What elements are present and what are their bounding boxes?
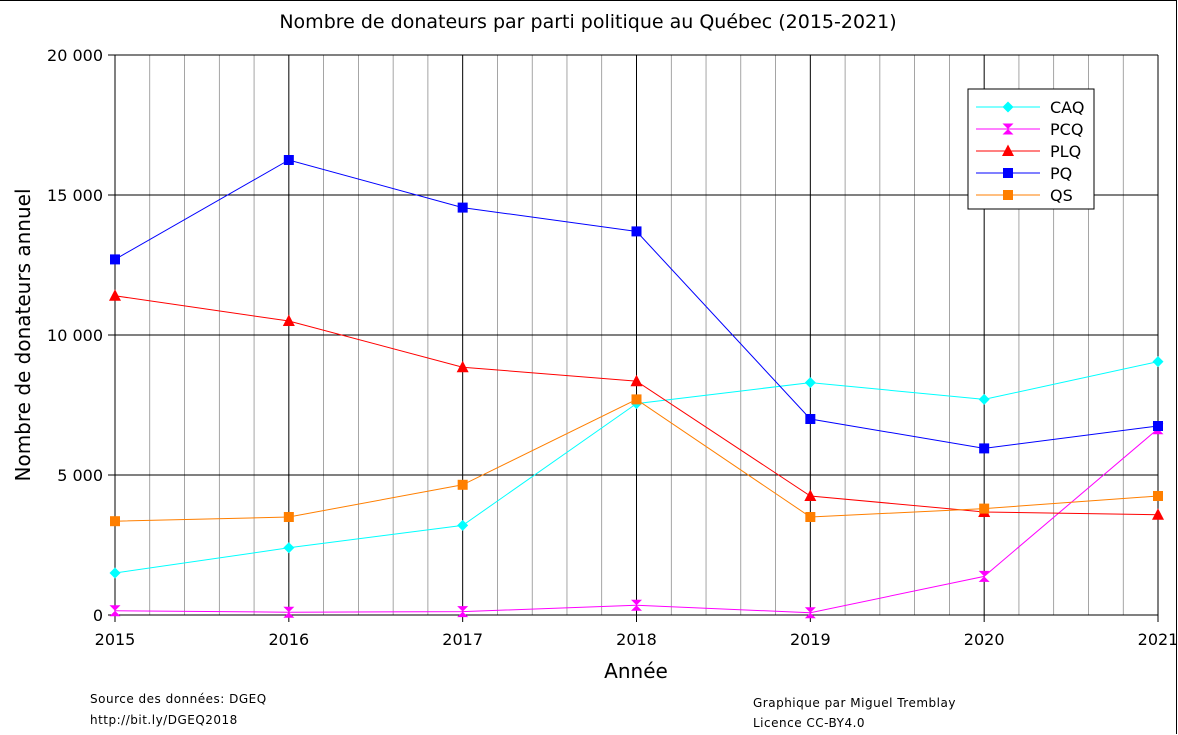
- legend-label-pq: PQ: [1050, 164, 1072, 183]
- license-credit: Licence CC-BY4.0: [753, 716, 866, 730]
- legend-label-plq: PLQ: [1050, 142, 1081, 161]
- y-tick-label: 0: [93, 606, 103, 625]
- data-point-qs: [979, 503, 990, 514]
- source-url[interactable]: http://bit.ly/DGEQ2018: [90, 713, 238, 727]
- y-tick-label: 15 000: [47, 186, 103, 205]
- data-point-pcq: [457, 606, 469, 618]
- y-tick-label: 20 000: [47, 46, 103, 65]
- data-point-qs: [631, 394, 642, 405]
- legend-marker-qs: [1003, 190, 1013, 200]
- data-point-caq: [283, 542, 295, 554]
- data-point-plq: [804, 489, 817, 501]
- data-point-pcq: [978, 570, 990, 582]
- data-point-caq: [1152, 356, 1164, 368]
- data-point-pq: [457, 202, 468, 213]
- x-tick-label: 2018: [616, 630, 657, 649]
- legend-marker-plq: [1002, 144, 1014, 156]
- legend-box: [967, 88, 1095, 210]
- data-point-plq: [1152, 508, 1164, 520]
- data-point-pq: [1153, 421, 1163, 431]
- data-point-qs: [457, 479, 468, 490]
- data-point-caq: [109, 567, 121, 579]
- data-point-plq: [456, 360, 469, 373]
- x-tick-label: 2015: [95, 630, 136, 649]
- y-axis-label: Nombre de donateurs annuel: [11, 188, 35, 481]
- data-point-caq: [457, 519, 469, 531]
- legend-label-pcq: PCQ: [1050, 120, 1083, 139]
- data-point-pq: [631, 226, 642, 237]
- legend: CAQ PCQ PLQ PQ QS: [967, 88, 1095, 210]
- x-tick-label: 2019: [790, 630, 831, 649]
- data-point-pcq: [631, 599, 642, 611]
- x-tick-label: 2016: [268, 630, 309, 649]
- legend-marker-caq: [1002, 101, 1014, 113]
- data-point-pq: [805, 414, 816, 424]
- x-tick-label: 2021: [1138, 630, 1178, 649]
- data-point-pq: [283, 155, 294, 165]
- data-point-pcq: [109, 605, 121, 617]
- y-tick-label: 5 000: [57, 466, 103, 485]
- source-credit: Source des données: DGEQ: [90, 692, 267, 706]
- data-point-qs: [283, 512, 294, 522]
- data-point-pcq: [283, 606, 295, 618]
- data-point-plq: [630, 374, 643, 387]
- series-line-pcq: [114, 428, 1159, 614]
- series-layer: [109, 155, 1164, 619]
- legend-marker-pcq: [1002, 123, 1014, 135]
- data-point-plq: [109, 289, 121, 301]
- chart-title: Nombre de donateurs par parti politique …: [279, 11, 896, 33]
- data-point-caq: [978, 393, 990, 405]
- data-point-qs: [805, 512, 816, 522]
- y-tick-label: 10 000: [47, 326, 103, 345]
- legend-label-qs: QS: [1050, 186, 1073, 205]
- data-point-pq: [979, 443, 990, 454]
- data-point-qs: [110, 516, 120, 527]
- legend-marker-pq: [1003, 168, 1013, 178]
- author-credit: Graphique par Miguel Tremblay: [753, 696, 956, 710]
- data-point-pq: [110, 254, 120, 265]
- data-point-qs: [1153, 491, 1163, 501]
- legend-label-caq: CAQ: [1050, 98, 1084, 117]
- data-point-caq: [804, 377, 816, 389]
- x-axis-label: Année: [604, 659, 668, 683]
- x-tick-label: 2017: [442, 630, 483, 649]
- data-point-pcq: [804, 607, 816, 619]
- x-tick-label: 2020: [964, 630, 1005, 649]
- data-point-plq: [282, 314, 295, 326]
